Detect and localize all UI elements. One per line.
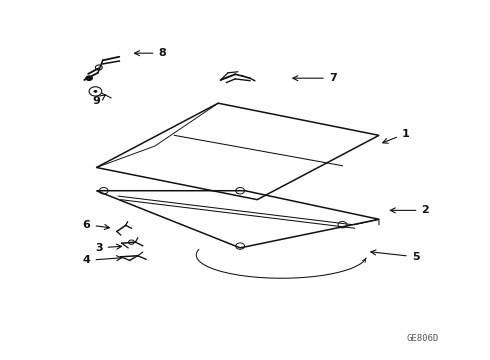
- Text: 9: 9: [93, 95, 105, 107]
- Text: 8: 8: [135, 48, 166, 58]
- Circle shape: [85, 75, 93, 81]
- Circle shape: [94, 90, 98, 93]
- Text: 2: 2: [391, 205, 429, 215]
- Text: 4: 4: [83, 255, 122, 265]
- Text: 7: 7: [293, 73, 337, 83]
- Text: 5: 5: [371, 250, 419, 262]
- Text: GE806D: GE806D: [407, 334, 439, 343]
- Text: 1: 1: [383, 129, 410, 143]
- Text: 6: 6: [83, 220, 109, 230]
- Text: 3: 3: [95, 243, 122, 253]
